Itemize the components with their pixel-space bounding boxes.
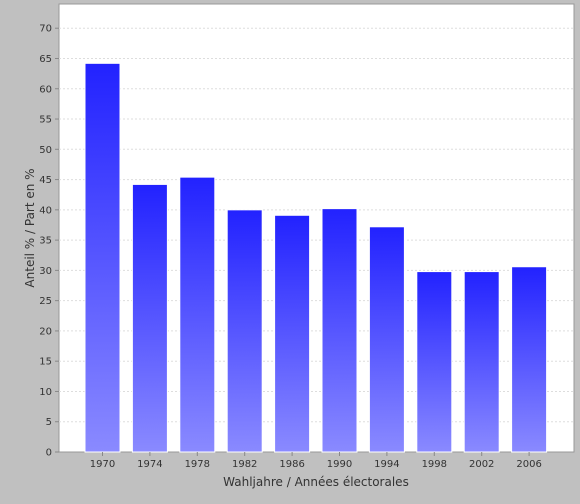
y-axis-title: Anteil % / Part en % xyxy=(23,168,37,287)
y-tick-label: 55 xyxy=(39,115,52,126)
x-tick-label-1998: 1998 xyxy=(422,459,447,470)
x-tick-label-1982: 1982 xyxy=(232,459,257,470)
y-tick-label: 10 xyxy=(39,387,52,398)
y-tick-label: 0 xyxy=(46,448,52,459)
y-tick-label: 25 xyxy=(39,296,52,307)
bar-1998 xyxy=(416,271,453,453)
bar-2006 xyxy=(511,266,548,453)
y-tick-label: 50 xyxy=(39,145,52,156)
y-tick-label: 40 xyxy=(39,205,52,216)
bar-1970 xyxy=(84,62,121,453)
bar-1986 xyxy=(274,214,311,453)
bar-2002 xyxy=(463,271,500,453)
bar-1982 xyxy=(226,209,263,453)
y-tick-label: 70 xyxy=(39,24,52,35)
y-tick-label: 35 xyxy=(39,236,52,247)
x-axis-ticks: 1970 1974 1978 1982 1986 1990 1994 1998 2002 2006 xyxy=(90,452,542,470)
x-tick-label-1994: 1994 xyxy=(374,459,399,470)
y-axis-ticks: 0 5 10 15 20 25 30 35 40 45 50 55 60 65 70 xyxy=(39,24,59,459)
bar-1990 xyxy=(321,208,358,453)
x-tick-label-1974: 1974 xyxy=(137,459,162,470)
x-tick-label-1986: 1986 xyxy=(279,459,304,470)
x-tick-label-1990: 1990 xyxy=(327,459,352,470)
y-tick-label: 45 xyxy=(39,175,52,186)
y-tick-label: 15 xyxy=(39,357,52,368)
x-tick-label-2006: 2006 xyxy=(516,459,541,470)
bar-1978 xyxy=(179,176,216,453)
x-tick-label-1970: 1970 xyxy=(90,459,115,470)
bar-1974 xyxy=(131,183,168,453)
x-tick-label-2002: 2002 xyxy=(469,459,494,470)
x-axis-title: Wahljahre / Années électorales xyxy=(223,475,409,489)
y-tick-label: 60 xyxy=(39,84,52,95)
y-tick-label: 30 xyxy=(39,266,52,277)
y-tick-label: 20 xyxy=(39,326,52,337)
bar-1994 xyxy=(368,226,405,453)
y-tick-label: 65 xyxy=(39,54,52,65)
bars xyxy=(84,62,548,453)
x-tick-label-1978: 1978 xyxy=(185,459,210,470)
y-tick-label: 5 xyxy=(46,417,52,428)
